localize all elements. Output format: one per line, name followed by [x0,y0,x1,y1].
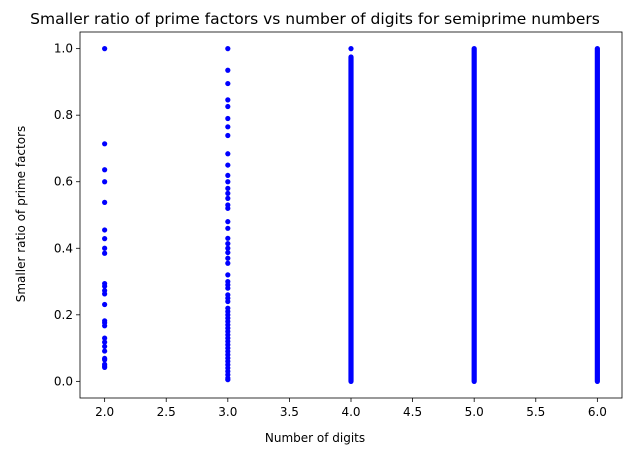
data-point [102,46,108,52]
data-point [225,225,231,231]
data-point [102,357,108,363]
data-point [102,199,108,205]
y-tick-label: 0.6 [54,175,73,189]
data-point [225,151,231,157]
data-point [225,80,231,87]
y-axis: 0.0 0.2 0.4 0.6 0.8 1.0 [54,42,80,388]
y-tick-label: 1.0 [54,42,73,56]
data-point [102,335,108,341]
data-point [225,255,231,261]
points-layer [102,46,231,383]
y-tick-label: 0.0 [54,374,73,388]
data-point [225,103,231,110]
data-point [225,46,231,52]
dense-columns-layer [348,46,600,384]
data-point [225,285,231,291]
data-point [225,97,231,103]
x-tick-label: 3.5 [280,405,299,419]
data-point [225,272,231,278]
data-point [102,364,108,370]
y-axis-label: Smaller ratio of prime factors [14,126,28,303]
y-tick-label: 0.4 [54,241,73,255]
y-tick-label: 0.2 [54,308,73,322]
data-point [225,260,231,266]
data-point [102,236,108,242]
data-point [225,185,231,191]
data-point [225,162,231,168]
x-tick-label: 3.0 [218,405,237,419]
x-tick-label: 4.5 [403,405,422,419]
data-point [225,172,231,179]
data-point [225,132,231,139]
data-point [225,298,231,305]
x-axis-label: Number of digits [265,431,365,445]
data-point [225,241,231,247]
data-point [102,283,108,289]
y-tick-label: 0.8 [54,108,73,122]
data-point [225,190,231,196]
data-point [225,245,231,251]
data-point [225,124,231,130]
data-point [225,195,231,201]
data-point [225,377,231,383]
data-point [102,167,108,173]
dense-column-4 [348,54,354,384]
data-point [225,179,231,185]
x-tick-label: 5.0 [465,405,484,419]
x-tick-label: 2.5 [157,405,176,419]
chart-title: Smaller ratio of prime factors vs number… [30,10,600,28]
data-point [225,249,231,256]
data-point [102,291,108,297]
data-point [102,250,108,256]
data-point [225,235,231,241]
data-point [102,179,108,185]
data-point [102,301,108,308]
x-tick-label: 6.0 [588,405,607,419]
data-point [102,343,108,350]
data-point [225,205,231,211]
dense-column-6 [594,46,600,384]
data-point [102,141,108,147]
x-tick-label: 2.0 [95,405,114,419]
data-point [102,227,108,233]
data-point [225,219,231,225]
dense-column-5 [471,46,477,384]
data-point [225,115,231,122]
data-point [102,348,108,354]
data-point [102,339,108,345]
data-point [225,67,231,73]
plot-area [79,31,623,399]
data-point [348,46,354,52]
x-tick-label: 5.5 [526,405,545,419]
data-point [102,245,108,251]
x-tick-label: 4.0 [341,405,360,419]
x-axis: 2.0 2.5 3.0 3.5 4.0 4.5 5.0 5.5 6.0 [95,398,607,419]
data-point [102,323,108,329]
